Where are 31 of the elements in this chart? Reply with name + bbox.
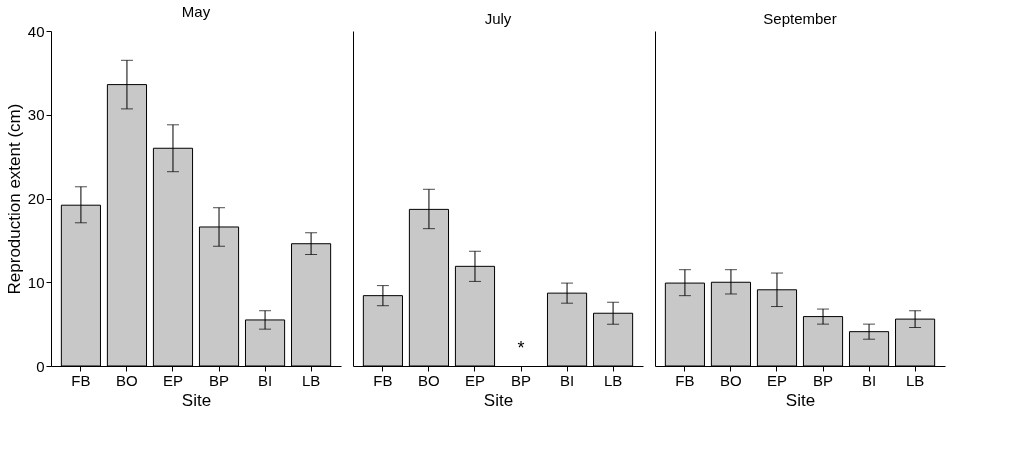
chart-title: July [484, 10, 512, 27]
x-axis-title: Site [483, 390, 514, 410]
x-tick-label: EP [464, 371, 485, 389]
y-tick-label: 20 [27, 190, 45, 207]
y-tick-label: 30 [27, 106, 45, 124]
x-tick-label: EP [162, 371, 183, 389]
x-tick-label: BO [720, 371, 742, 389]
x-tick-label: LB [603, 371, 623, 389]
x-tick-label: BP [511, 371, 532, 389]
x-tick-label: BP [209, 371, 230, 389]
x-tick-label: BP [813, 371, 834, 389]
x-tick-label: FB [373, 371, 393, 389]
y-tick-label: 0 [36, 357, 45, 375]
x-axis-title: Site [181, 390, 212, 410]
y-axis-title: Reproduction extent (cm) [4, 103, 24, 295]
x-tick-label: FB [71, 371, 91, 389]
x-tick-label: EP [766, 371, 787, 389]
chart-title: September [763, 10, 837, 27]
annotation: * [517, 338, 525, 358]
x-tick-label: BO [418, 371, 440, 389]
x-tick-label: BI [559, 371, 575, 389]
x-tick-label: LB [301, 371, 321, 389]
x-tick-label: BI [861, 371, 877, 389]
y-tick-label: 40 [27, 22, 45, 40]
chart-title: May [181, 3, 211, 20]
x-tick-label: BO [116, 371, 138, 389]
x-tick-label: FB [675, 371, 695, 389]
y-tick-label: 10 [27, 273, 45, 291]
x-tick-label: BI [257, 371, 273, 389]
x-tick-label: LB [905, 371, 925, 389]
x-axis-title: Site [785, 390, 816, 410]
